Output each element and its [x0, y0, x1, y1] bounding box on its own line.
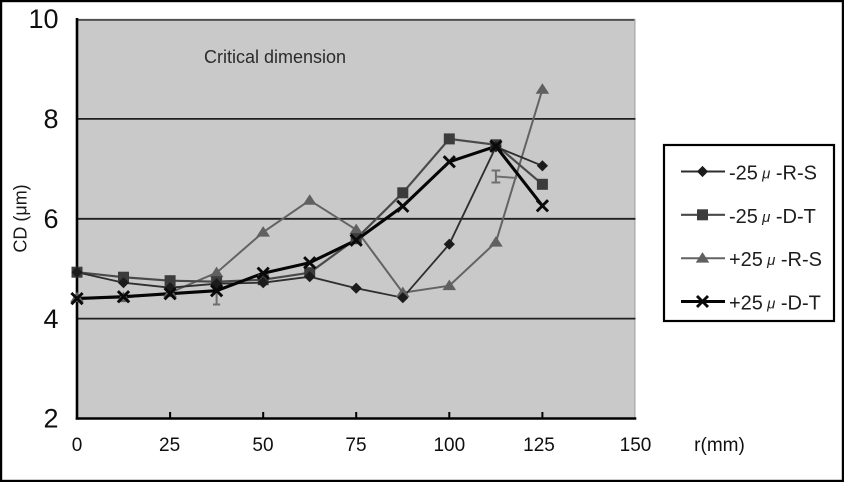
svg-text:r(mm): r(mm)	[694, 435, 745, 456]
svg-text:Critical dimension: Critical dimension	[204, 47, 346, 67]
svg-text:10: 10	[28, 4, 58, 34]
svg-text:6: 6	[43, 204, 58, 234]
svg-text:CD (μm): CD (μm)	[11, 184, 31, 252]
svg-text:8: 8	[43, 104, 58, 134]
svg-text:100: 100	[433, 435, 465, 456]
svg-text:0: 0	[72, 435, 83, 456]
svg-text:75: 75	[345, 435, 366, 456]
svg-text:50: 50	[252, 435, 273, 456]
svg-text:4: 4	[43, 304, 58, 334]
svg-text:+25 μ -D-T: +25 μ -D-T	[729, 293, 821, 315]
svg-text:150: 150	[620, 435, 652, 456]
svg-text:+25 μ -R-S: +25 μ -R-S	[729, 249, 822, 271]
svg-text:-25 μ -R-S: -25 μ -R-S	[729, 163, 817, 185]
svg-text:25: 25	[159, 435, 180, 456]
svg-text:125: 125	[523, 435, 555, 456]
svg-text:-25 μ -D-T: -25 μ -D-T	[729, 206, 816, 228]
svg-text:2: 2	[43, 404, 58, 434]
